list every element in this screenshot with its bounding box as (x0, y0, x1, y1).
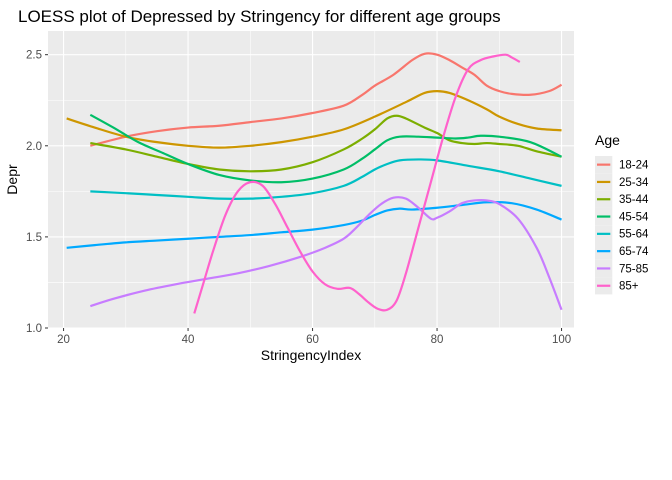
legend-label-75-85: 75-85 (619, 263, 648, 275)
y-tick-label: 2.0 (26, 141, 42, 153)
series-line-25-34 (66, 90, 562, 149)
y-tick-label: 2.5 (26, 50, 42, 62)
chart-title: LOESS plot of Depressed by Stringency fo… (18, 7, 501, 26)
x-tick-label: 60 (306, 334, 319, 346)
legend-label-45-54: 45-54 (619, 211, 649, 223)
x-tick-label: 40 (182, 334, 195, 346)
series-line-18-24 (90, 52, 563, 147)
x-axis-title: StringencyIndex (261, 347, 361, 363)
x-tick-label: 80 (431, 334, 444, 346)
legend-label-85+: 85+ (619, 281, 639, 293)
legend-items: 18-24 25-34 35-44 45-54 55-64 65-74 75-85 85+ (595, 156, 649, 295)
axis-layer: 20 40 60 80 100 1.0 1.5 2.0 2.5 (26, 50, 571, 346)
series-line-45-54 (89, 113, 563, 184)
legend: Age 18-24 25-34 35-44 45-54 55-64 65-74 75-85 8… (595, 132, 649, 295)
y-tick-label: 1.5 (26, 232, 42, 244)
x-tick-label: 100 (552, 334, 571, 346)
legend-label-35-44: 35-44 (619, 194, 649, 206)
legend-label-55-64: 55-64 (619, 229, 649, 241)
series-line-75-85 (89, 196, 563, 311)
series-line-55-64 (90, 158, 562, 200)
legend-label-18-24: 18-24 (619, 160, 649, 172)
legend-label-65-74: 65-74 (619, 246, 649, 258)
legend-title: Age (595, 132, 620, 148)
legend-label-25-34: 25-34 (619, 177, 649, 189)
x-tick-label: 20 (57, 334, 70, 346)
series-layer (66, 52, 563, 314)
y-axis-title: Depr (4, 164, 20, 195)
series-line-35-44 (90, 114, 562, 173)
y-tick-label: 1.0 (26, 323, 42, 335)
series-line-85+ (193, 53, 521, 314)
